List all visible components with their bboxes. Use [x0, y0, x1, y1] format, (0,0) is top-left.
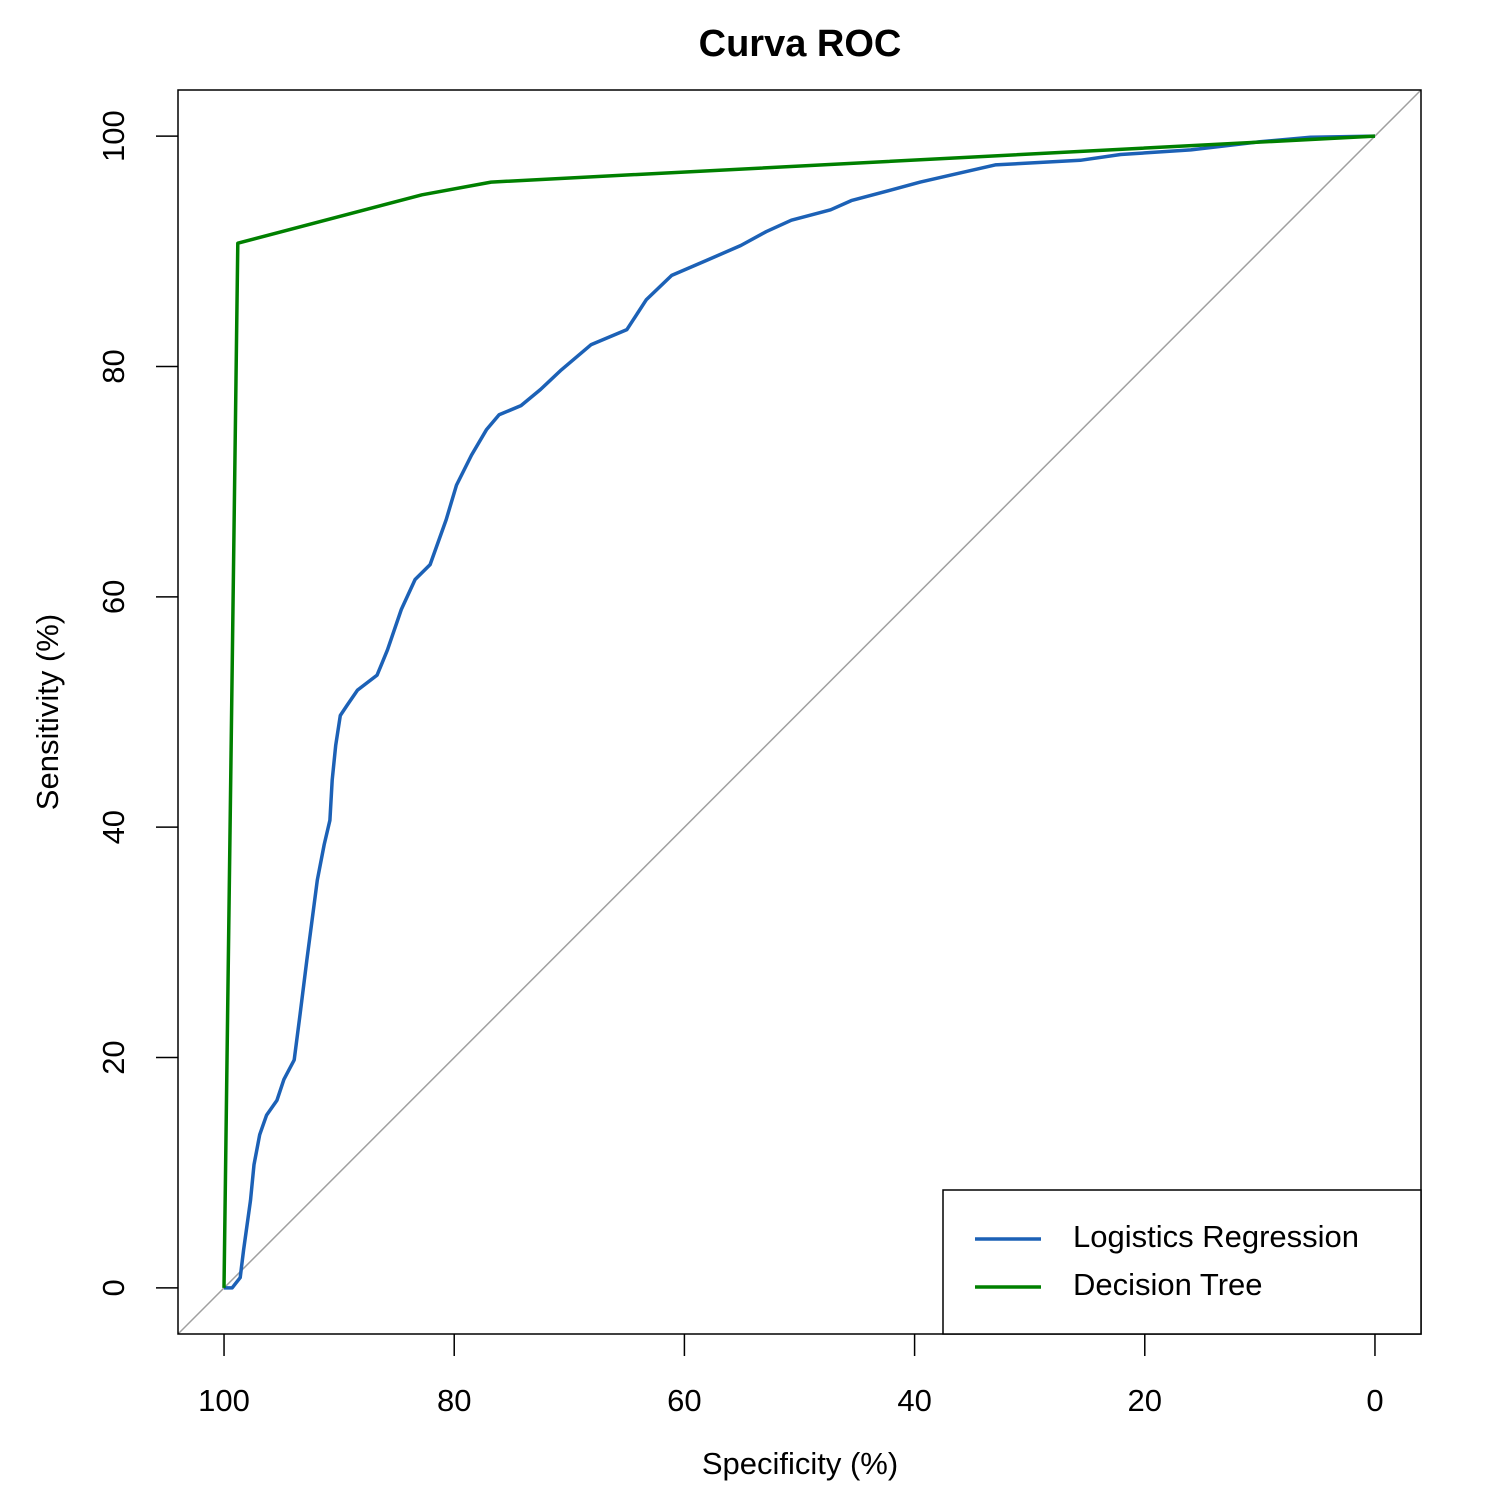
legend-label: Decision Tree	[1073, 1267, 1263, 1302]
y-tick-label: 20	[96, 1040, 131, 1074]
plot-frame	[177, 89, 1422, 1335]
x-tick-label: 0	[1366, 1383, 1383, 1418]
legend-label: Logistics Regression	[1073, 1219, 1359, 1254]
chart-title: Curva ROC	[699, 23, 902, 65]
y-axis-label: Sensitivity (%)	[30, 614, 65, 810]
y-tick-label: 80	[96, 349, 131, 383]
y-tick-label: 60	[96, 580, 131, 614]
x-tick-label: 20	[1128, 1383, 1162, 1418]
x-tick-label: 100	[198, 1383, 250, 1418]
reference-line	[177, 89, 1422, 1335]
roc-curve	[222, 134, 1376, 1288]
x-tick-label: 80	[437, 1383, 471, 1418]
y-tick-label: 40	[96, 810, 131, 844]
x-tick-label: 60	[667, 1383, 701, 1418]
y-tick-label: 0	[96, 1279, 131, 1296]
y-tick-label: 100	[96, 110, 131, 162]
x-axis-label: Specificity (%)	[702, 1446, 898, 1481]
legend-box	[942, 1189, 1422, 1335]
x-tick-label: 40	[897, 1383, 931, 1418]
roc-curve	[224, 134, 1376, 1290]
